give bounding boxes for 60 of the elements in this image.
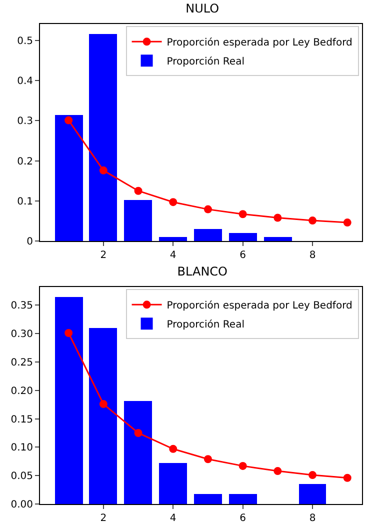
y-tick-label: 0	[26, 236, 33, 248]
bar	[159, 237, 187, 241]
bar	[264, 237, 292, 241]
x-tick-label: 8	[309, 250, 316, 261]
chart-title: NULO	[186, 1, 220, 16]
point	[204, 205, 212, 214]
bar	[89, 328, 117, 504]
point	[204, 455, 212, 464]
point	[169, 198, 178, 206]
point	[134, 428, 142, 437]
point	[308, 471, 317, 480]
x-tick-label: 2	[100, 250, 107, 261]
x-tick-label: 2	[100, 513, 107, 524]
y-tick-label: 0.3	[17, 116, 33, 128]
point	[134, 186, 142, 195]
point	[238, 210, 247, 218]
y-tick-label: 0.20	[10, 386, 33, 397]
bar	[124, 200, 152, 241]
legend-label: Proporción Real	[166, 56, 244, 68]
bar	[229, 233, 257, 241]
legend-label: Proporción Real	[166, 320, 244, 331]
point	[343, 474, 352, 482]
point	[64, 329, 73, 338]
bar	[55, 115, 83, 241]
point	[238, 462, 247, 470]
x-tick-label: 6	[240, 513, 246, 524]
y-tick-label: 0.25	[10, 357, 33, 368]
y-tick-label: 0.00	[10, 500, 33, 510]
bar	[299, 484, 326, 504]
bar	[194, 229, 222, 241]
bar	[229, 494, 257, 504]
y-tick-label: 0.5	[17, 36, 33, 47]
y-tick-label: 0.15	[10, 414, 33, 426]
point	[274, 467, 282, 476]
bar	[124, 401, 152, 504]
x-tick-label: 4	[170, 250, 176, 261]
bar	[89, 34, 117, 241]
point	[274, 214, 282, 222]
legend-label: Proporción esperada por Ley Bedford	[166, 300, 352, 312]
y-tick-label: 0.2	[17, 156, 33, 168]
point	[99, 166, 108, 174]
point	[308, 216, 317, 225]
y-tick-label: 0.05	[10, 471, 33, 482]
bar	[194, 494, 222, 504]
legend-label: Proporción esperada por Ley Bedford	[166, 38, 352, 49]
point	[99, 400, 108, 408]
y-tick-label: 0.30	[10, 329, 33, 340]
y-tick-label: 0.35	[10, 300, 33, 312]
x-tick-label: 4	[170, 513, 176, 524]
x-tick-label: 8	[309, 513, 316, 524]
chart-title: BLANCO	[177, 264, 228, 278]
y-tick-label: 0.1	[17, 196, 33, 208]
point	[343, 218, 352, 227]
bar	[159, 463, 187, 504]
point	[64, 116, 73, 124]
y-tick-label: 0.10	[10, 442, 33, 454]
y-tick-label: 0.4	[17, 76, 33, 88]
bar	[55, 297, 83, 504]
point	[169, 444, 178, 453]
x-tick-label: 6	[240, 250, 246, 261]
